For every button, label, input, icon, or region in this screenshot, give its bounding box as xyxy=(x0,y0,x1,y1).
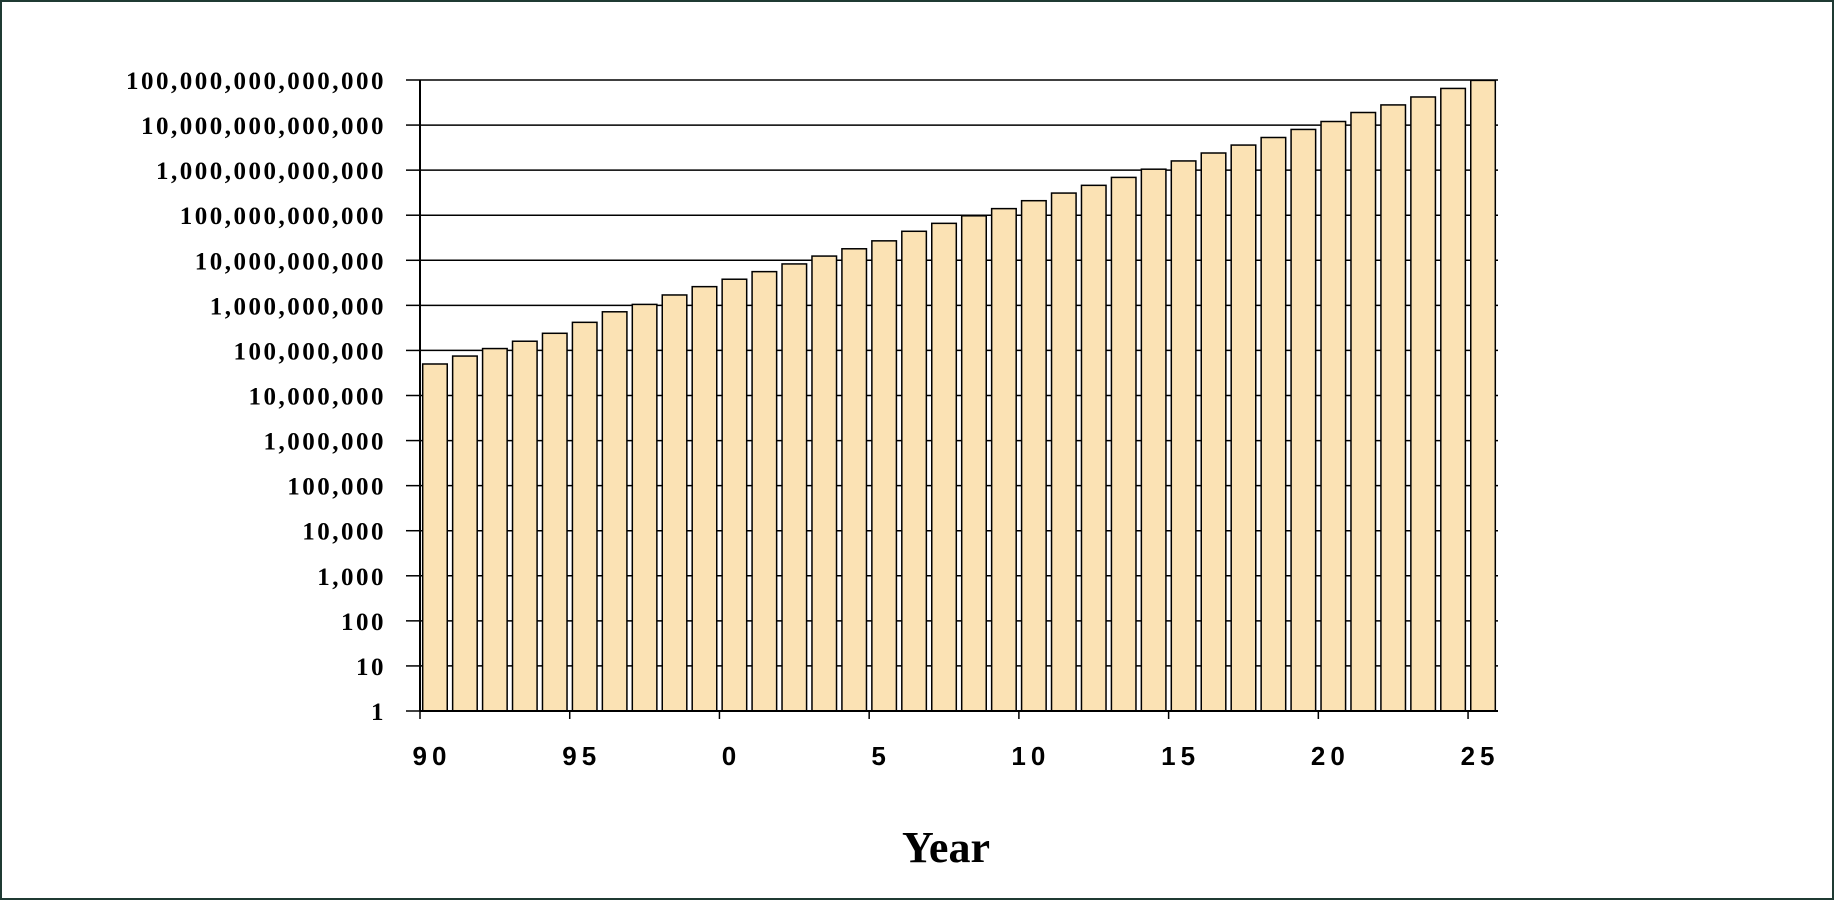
y-tick-label: 1,000,000,000 xyxy=(210,293,386,320)
bar xyxy=(481,347,508,712)
y-tick-label: 10,000,000,000 xyxy=(195,248,386,275)
x-tick-label: 10 xyxy=(1011,741,1050,771)
y-tick-label: 10,000 xyxy=(302,519,386,546)
y-tick-label: 1 xyxy=(371,699,386,726)
bar xyxy=(841,248,868,712)
bar xyxy=(1290,128,1317,712)
bar xyxy=(1410,96,1437,712)
x-tick-label: 90 xyxy=(413,741,452,771)
bars xyxy=(421,79,1497,712)
bar xyxy=(990,207,1017,712)
bar xyxy=(931,222,958,712)
bar xyxy=(1050,192,1077,712)
bar xyxy=(1140,168,1167,712)
bar xyxy=(1170,160,1197,712)
bar xyxy=(1200,152,1227,712)
bar xyxy=(631,303,658,712)
bar xyxy=(571,321,598,712)
x-tick-label: 95 xyxy=(562,741,601,771)
bar xyxy=(960,215,987,712)
y-tick-label: 1,000,000 xyxy=(264,429,387,456)
y-axis-tick-labels: 1 10 100 1,000 10,000 100,000 1,000,000 10,000,… xyxy=(126,68,387,726)
y-tick-label: 10 xyxy=(356,654,386,681)
bar xyxy=(421,363,448,712)
bar xyxy=(901,230,928,712)
x-tick-label: 20 xyxy=(1311,741,1350,771)
x-axis-tick-labels: 90 95 0 5 10 15 20 25 xyxy=(413,741,1500,771)
bar xyxy=(1110,176,1137,712)
bar xyxy=(1470,79,1497,712)
bar xyxy=(871,240,898,712)
bar xyxy=(781,263,808,712)
bar xyxy=(1020,199,1047,712)
bar xyxy=(511,340,538,712)
y-tick-label: 100,000 xyxy=(287,474,386,501)
bar xyxy=(661,294,688,712)
bar xyxy=(1080,184,1107,712)
bar xyxy=(1440,87,1467,712)
bar xyxy=(1350,111,1377,712)
bar xyxy=(1380,104,1407,712)
y-tick-label: 1,000 xyxy=(317,564,386,591)
y-tick-label: 100,000,000,000,000 xyxy=(126,68,386,95)
bar xyxy=(1230,144,1257,712)
x-tick-label: 0 xyxy=(722,741,741,771)
x-tick-label: 25 xyxy=(1461,741,1500,771)
x-tick-label: 5 xyxy=(871,741,890,771)
x-axis-label: Year xyxy=(902,823,990,872)
bar xyxy=(721,278,748,712)
bar xyxy=(601,311,628,712)
y-tick-label: 100 xyxy=(341,609,386,636)
bar xyxy=(1260,136,1287,712)
gridlines xyxy=(420,79,1498,712)
y-tick-label: 100,000,000,000 xyxy=(180,203,386,230)
axes xyxy=(406,79,1498,719)
bar xyxy=(1320,120,1347,712)
bar xyxy=(451,355,478,712)
y-tick-label: 1,000,000,000,000 xyxy=(156,158,386,185)
bar xyxy=(811,255,838,712)
bar xyxy=(751,270,778,712)
x-tick-label: 15 xyxy=(1161,741,1200,771)
y-tick-label: 10,000,000 xyxy=(249,384,387,411)
y-tick-label: 100,000,000 xyxy=(234,338,387,365)
y-tick-label: 10,000,000,000,000 xyxy=(141,113,386,140)
bar xyxy=(691,285,718,712)
bar xyxy=(541,332,568,712)
